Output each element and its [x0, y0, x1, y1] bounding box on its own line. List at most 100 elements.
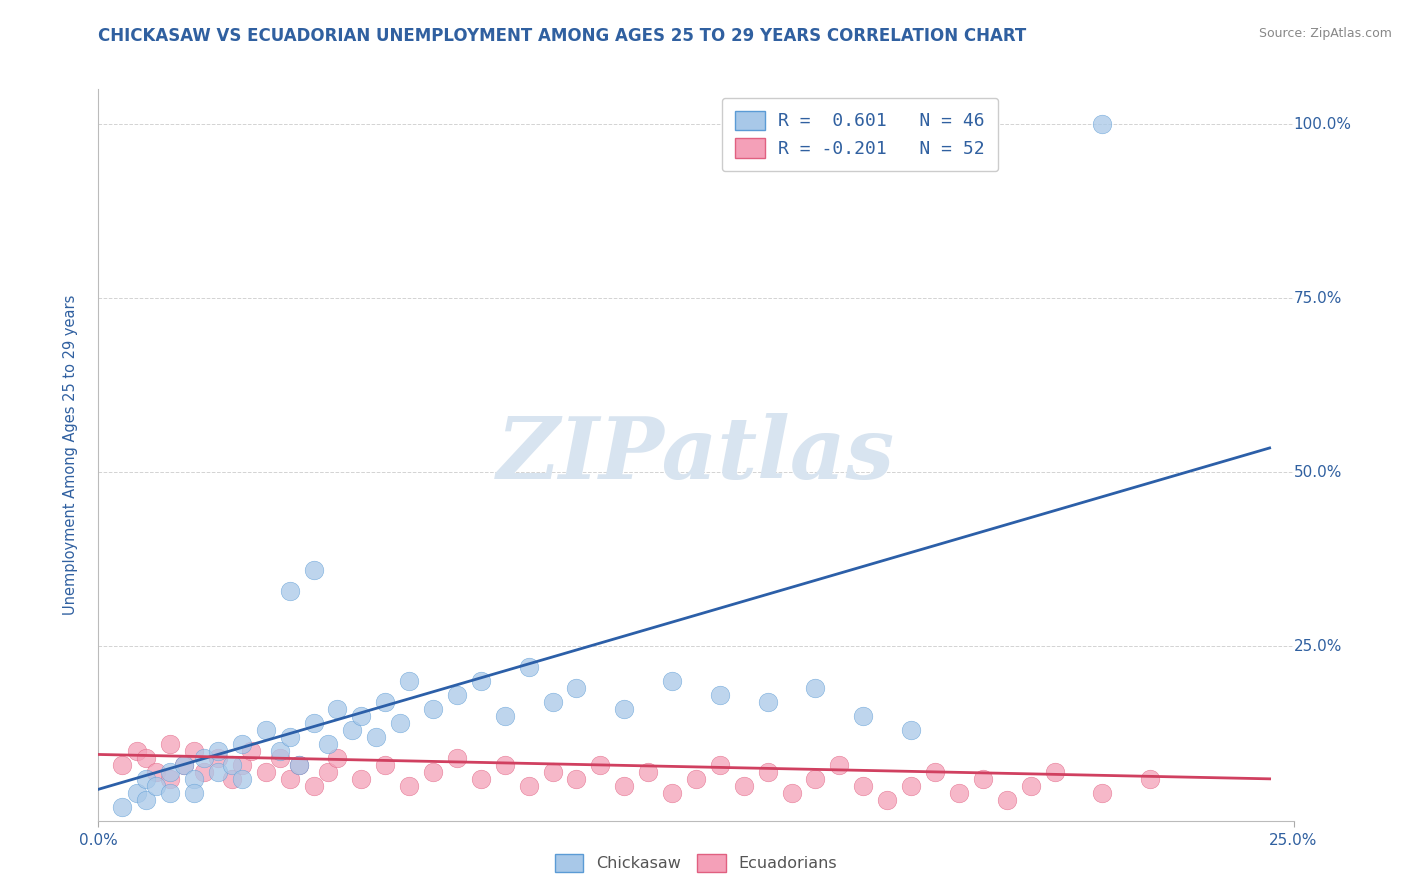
Point: [685, 772, 707, 786]
Point: [193, 751, 215, 765]
Point: [221, 772, 243, 786]
Point: [900, 779, 922, 793]
Point: [278, 583, 301, 598]
Point: [709, 688, 731, 702]
Point: [637, 764, 659, 779]
Point: [159, 772, 181, 786]
Point: [972, 772, 994, 786]
Point: [709, 758, 731, 772]
Point: [145, 779, 167, 793]
Point: [876, 793, 898, 807]
Text: ZIPatlas: ZIPatlas: [496, 413, 896, 497]
Point: [207, 744, 229, 758]
Point: [269, 751, 291, 765]
Point: [1091, 786, 1114, 800]
Point: [517, 660, 540, 674]
Point: [470, 674, 492, 689]
Point: [316, 737, 339, 751]
Point: [350, 709, 373, 723]
Point: [1043, 764, 1066, 779]
Point: [565, 772, 588, 786]
Point: [207, 764, 229, 779]
Point: [288, 758, 311, 772]
Point: [398, 779, 420, 793]
Point: [159, 764, 181, 779]
Point: [145, 764, 167, 779]
Point: [183, 772, 205, 786]
Point: [326, 751, 349, 765]
Point: [183, 786, 205, 800]
Point: [661, 674, 683, 689]
Point: [193, 764, 215, 779]
Point: [135, 793, 157, 807]
Text: 25.0%: 25.0%: [1294, 639, 1341, 654]
Point: [173, 758, 195, 772]
Point: [254, 764, 277, 779]
Point: [231, 772, 253, 786]
Point: [207, 751, 229, 765]
Point: [494, 709, 516, 723]
Y-axis label: Unemployment Among Ages 25 to 29 years: Unemployment Among Ages 25 to 29 years: [63, 294, 77, 615]
Text: 100.0%: 100.0%: [1294, 117, 1351, 131]
Point: [446, 688, 468, 702]
Point: [398, 674, 420, 689]
Point: [159, 786, 181, 800]
Point: [350, 772, 373, 786]
Point: [756, 695, 779, 709]
Point: [254, 723, 277, 737]
Point: [828, 758, 851, 772]
Point: [541, 764, 564, 779]
Point: [173, 758, 195, 772]
Point: [125, 786, 148, 800]
Point: [278, 730, 301, 744]
Point: [340, 723, 363, 737]
Point: [446, 751, 468, 765]
Point: [995, 793, 1018, 807]
Legend: Chickasaw, Ecuadorians: Chickasaw, Ecuadorians: [548, 847, 844, 879]
Point: [1091, 117, 1114, 131]
Point: [613, 779, 636, 793]
Point: [948, 786, 970, 800]
Point: [565, 681, 588, 696]
Point: [804, 772, 827, 786]
Point: [661, 786, 683, 800]
Point: [422, 702, 444, 716]
Point: [804, 681, 827, 696]
Point: [111, 758, 134, 772]
Point: [733, 779, 755, 793]
Point: [924, 764, 946, 779]
Point: [494, 758, 516, 772]
Point: [269, 744, 291, 758]
Point: [852, 779, 875, 793]
Point: [316, 764, 339, 779]
Point: [388, 716, 411, 731]
Point: [1139, 772, 1161, 786]
Point: [756, 764, 779, 779]
Point: [422, 764, 444, 779]
Point: [288, 758, 311, 772]
Point: [541, 695, 564, 709]
Point: [221, 758, 243, 772]
Point: [326, 702, 349, 716]
Point: [135, 772, 157, 786]
Point: [900, 117, 922, 131]
Point: [1019, 779, 1042, 793]
Point: [613, 702, 636, 716]
Point: [900, 723, 922, 737]
Point: [374, 758, 396, 772]
Point: [364, 730, 387, 744]
Point: [852, 709, 875, 723]
Point: [111, 799, 134, 814]
Point: [302, 779, 325, 793]
Point: [517, 779, 540, 793]
Point: [278, 772, 301, 786]
Text: 75.0%: 75.0%: [1294, 291, 1341, 306]
Point: [183, 744, 205, 758]
Text: Source: ZipAtlas.com: Source: ZipAtlas.com: [1258, 27, 1392, 40]
Text: CHICKASAW VS ECUADORIAN UNEMPLOYMENT AMONG AGES 25 TO 29 YEARS CORRELATION CHART: CHICKASAW VS ECUADORIAN UNEMPLOYMENT AMO…: [98, 27, 1026, 45]
Point: [135, 751, 157, 765]
Point: [240, 744, 263, 758]
Point: [159, 737, 181, 751]
Point: [125, 744, 148, 758]
Point: [374, 695, 396, 709]
